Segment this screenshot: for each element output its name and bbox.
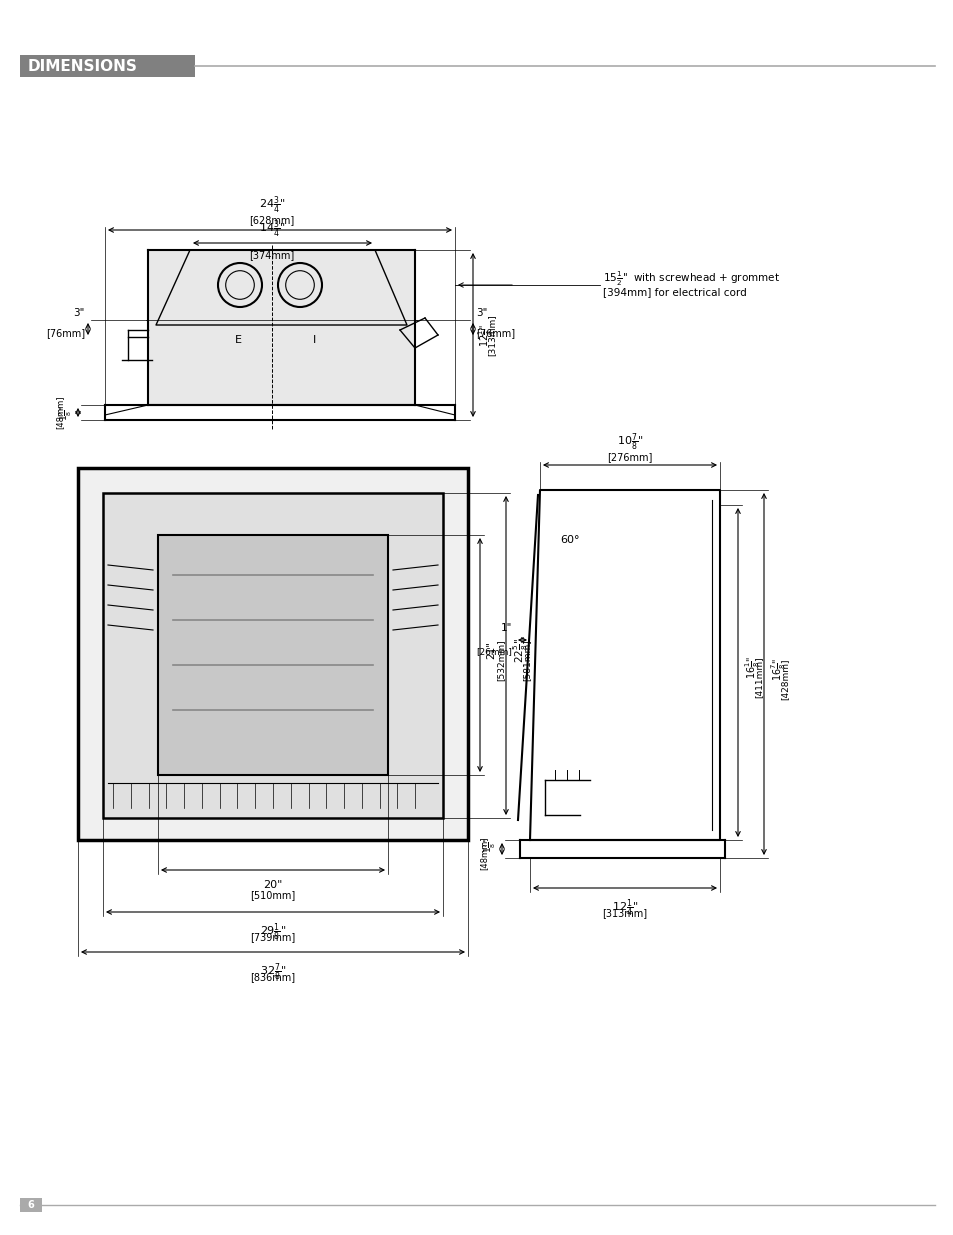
Text: [739mm]: [739mm] — [250, 932, 295, 942]
Text: $1\frac{7}{8}$": $1\frac{7}{8}$" — [481, 837, 497, 853]
Text: $22\frac{5}{8}$": $22\frac{5}{8}$" — [512, 638, 530, 663]
Text: [76mm]: [76mm] — [476, 329, 515, 338]
Text: $10\frac{7}{8}$": $10\frac{7}{8}$" — [616, 431, 642, 453]
Text: [48mm]: [48mm] — [478, 836, 488, 869]
Text: 60°: 60° — [559, 535, 579, 545]
Text: $14\frac{3}{4}$": $14\frac{3}{4}$" — [258, 219, 285, 240]
Text: $16\frac{7}{8}$": $16\frac{7}{8}$" — [769, 657, 787, 680]
Text: [428mm]: [428mm] — [780, 658, 788, 700]
Text: [48mm]: [48mm] — [55, 395, 64, 430]
Text: 20": 20" — [263, 881, 282, 890]
Text: [313mm]: [313mm] — [601, 908, 647, 918]
Text: 1": 1" — [500, 622, 512, 634]
Bar — [78, 468, 468, 840]
Text: 21": 21" — [485, 641, 496, 659]
Text: [313mm]: [313mm] — [486, 314, 496, 356]
Text: $24\frac{3}{4}$": $24\frac{3}{4}$" — [258, 195, 285, 216]
Text: [411mm]: [411mm] — [753, 657, 762, 698]
Text: I: I — [313, 335, 316, 345]
Text: $12\frac{1}{4}$": $12\frac{1}{4}$" — [476, 324, 495, 347]
Text: [836mm]: [836mm] — [251, 972, 295, 982]
Text: $15\frac{1}{2}$"  with screwhead + grommet: $15\frac{1}{2}$" with screwhead + gromme… — [602, 269, 780, 288]
Text: [374mm]: [374mm] — [249, 249, 294, 261]
Bar — [148, 249, 415, 405]
Text: $32\frac{7}{8}$": $32\frac{7}{8}$" — [259, 962, 286, 983]
Text: [276mm]: [276mm] — [607, 452, 652, 462]
Bar — [20, 56, 194, 77]
Text: 6: 6 — [28, 1200, 34, 1210]
Text: [394mm] for electrical cord: [394mm] for electrical cord — [602, 287, 746, 296]
Text: $12\frac{1}{4}$": $12\frac{1}{4}$" — [611, 898, 638, 920]
Bar — [20, 1198, 42, 1212]
Text: $1\frac{7}{8}$": $1\frac{7}{8}$" — [57, 404, 74, 421]
Text: $29\frac{1}{8}$": $29\frac{1}{8}$" — [259, 923, 286, 944]
Bar — [158, 535, 388, 776]
Text: [628mm]: [628mm] — [249, 215, 294, 225]
Text: [510mm]: [510mm] — [250, 890, 295, 900]
Text: 3": 3" — [73, 308, 85, 317]
Text: 3": 3" — [476, 308, 487, 317]
Text: $16\frac{1}{8}$": $16\frac{1}{8}$" — [743, 656, 761, 679]
Bar — [103, 493, 442, 818]
Text: [532mm]: [532mm] — [496, 640, 504, 680]
Text: [26mm]: [26mm] — [476, 647, 512, 656]
Text: [76mm]: [76mm] — [46, 329, 85, 338]
Text: E: E — [234, 335, 241, 345]
Text: [581mm]: [581mm] — [521, 640, 531, 682]
Text: DIMENSIONS: DIMENSIONS — [28, 58, 138, 74]
